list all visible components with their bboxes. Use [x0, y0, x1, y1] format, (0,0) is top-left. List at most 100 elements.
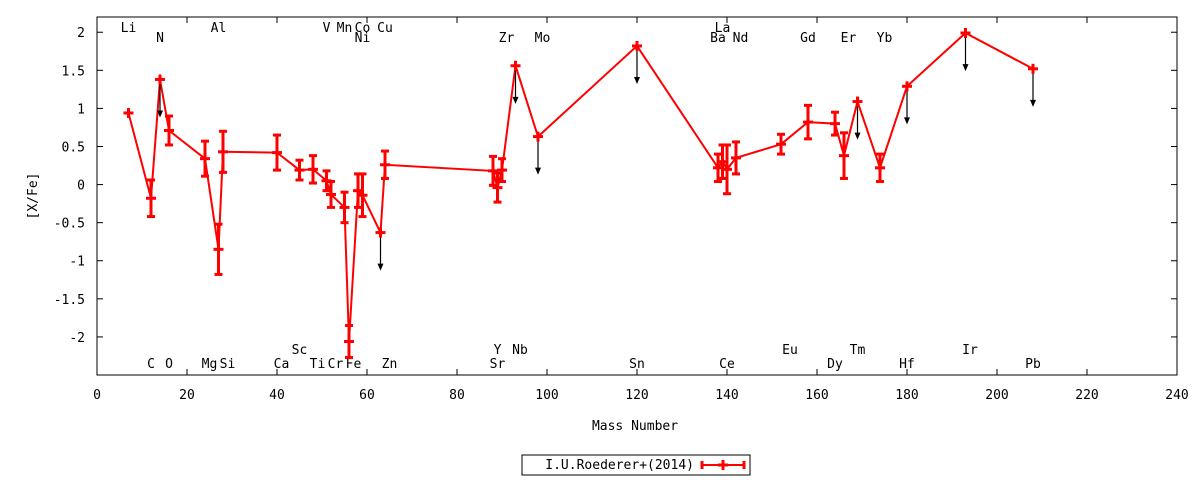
element-label-fe: Fe [346, 357, 362, 372]
x-tick-label: 80 [449, 388, 465, 403]
y-tick-label: 1.5 [62, 64, 85, 79]
data-point [803, 103, 813, 141]
y-axis-label: [X/Fe] [26, 173, 41, 220]
element-label-gd: Gd [800, 31, 816, 46]
element-label-zn: Zn [382, 357, 398, 372]
data-point [1028, 63, 1038, 107]
data-point [213, 222, 224, 276]
element-label-yb: Yb [877, 31, 893, 46]
element-label-v: V [323, 21, 331, 36]
element-label-ni: Ni [355, 31, 371, 46]
element-label-er: Er [841, 31, 857, 46]
element-label-pb: Pb [1025, 357, 1041, 372]
element-label-eu: Eu [782, 343, 798, 358]
x-tick-labels: 0 20 40 60 80 100 120 140 160 180 200 220 240 [93, 388, 1189, 403]
element-label-tm: Tm [850, 343, 866, 358]
x-tick-label: 60 [359, 388, 375, 403]
data-point [632, 40, 642, 85]
data-point [164, 114, 174, 147]
legend-label: I.U.Roederer+(2014) [545, 458, 694, 473]
data-point [722, 143, 732, 196]
upper-limit-arrowhead [962, 64, 969, 72]
element-label-al: Al [211, 21, 227, 36]
series-line [127, 31, 1034, 342]
element-label-n: N [156, 31, 164, 46]
x-tick-label: 160 [805, 388, 828, 403]
data-point [533, 131, 543, 175]
upper-limit-arrowhead [634, 77, 640, 85]
data-point [830, 110, 840, 137]
x-tick-label: 180 [895, 388, 918, 403]
element-label-co: Co [355, 21, 371, 36]
element-label-o: O [165, 357, 173, 372]
data-point [380, 149, 390, 180]
data-point [146, 178, 156, 219]
upper-limit-arrowhead [1030, 99, 1036, 107]
axis-ticks [96, 17, 1178, 375]
data-point [497, 157, 507, 184]
data-point [326, 180, 336, 209]
x-tick-label: 140 [715, 388, 738, 403]
y-tick-label: -1.5 [54, 293, 85, 308]
upper-limit-arrowhead [904, 117, 910, 125]
element-label-li: Li [121, 21, 137, 36]
data-point [123, 107, 134, 118]
data-point [492, 171, 503, 204]
upper-limit-arrowhead [854, 132, 861, 140]
legend-box [521, 454, 751, 476]
data-point [375, 227, 386, 271]
element-label-mo: Mo [535, 31, 551, 46]
element-label-zr: Zr [499, 31, 515, 46]
element-label-ir: Ir [962, 343, 978, 358]
x-tick-label: 40 [269, 388, 285, 403]
element-label-ba: Ba [710, 31, 726, 46]
x-tick-label: 200 [985, 388, 1008, 403]
element-label-ti: Ti [310, 357, 326, 372]
data-point [200, 139, 210, 178]
data-point [155, 74, 165, 118]
x-tick-label: 0 [93, 388, 101, 403]
data-point [776, 132, 786, 156]
element-label-c: C [147, 357, 155, 372]
data-point [852, 96, 863, 140]
x-axis-label: Mass Number [592, 419, 678, 434]
data-point [294, 158, 305, 182]
data-series [123, 27, 1038, 359]
y-tick-label: 0 [77, 179, 85, 194]
element-label-mg: Mg [202, 357, 218, 372]
upper-limit-arrowhead [535, 167, 541, 175]
data-point [357, 172, 368, 219]
data-point [839, 131, 849, 180]
legend-sample [700, 460, 746, 470]
upper-limit-arrowhead [377, 263, 384, 271]
element-label-la: La [715, 21, 731, 36]
element-label-si: Si [220, 357, 236, 372]
data-point [875, 152, 885, 184]
element-label-sc: Sc [292, 343, 308, 358]
upper-limit-arrowhead [157, 110, 163, 118]
element-label-mn: Mn [337, 21, 353, 36]
element-label-nd: Nd [733, 31, 749, 46]
y-tick-label: 0.5 [62, 140, 85, 155]
data-point [960, 27, 971, 72]
data-point [488, 154, 498, 187]
y-tick-label: -2 [69, 331, 85, 346]
data-point [308, 154, 318, 185]
data-point [902, 81, 912, 125]
element-label-dy: Dy [827, 357, 843, 372]
element-label-cu: Cu [377, 21, 393, 36]
data-point [510, 60, 521, 104]
y-tick-label: 1 [77, 102, 85, 117]
y-tick-label: -1 [69, 255, 85, 270]
element-label-ca: Ca [274, 357, 290, 372]
y-tick-labels: 2 1.5 1 0.5 0 -0.5 -1 -1.5 -2 [54, 26, 85, 346]
element-label-ce: Ce [719, 357, 735, 372]
data-point [218, 129, 228, 174]
data-point [339, 190, 350, 225]
element-label-hf: Hf [899, 357, 915, 372]
data-point [731, 140, 741, 176]
element-label-sn: Sn [629, 357, 645, 372]
x-tick-label: 240 [1165, 388, 1188, 403]
